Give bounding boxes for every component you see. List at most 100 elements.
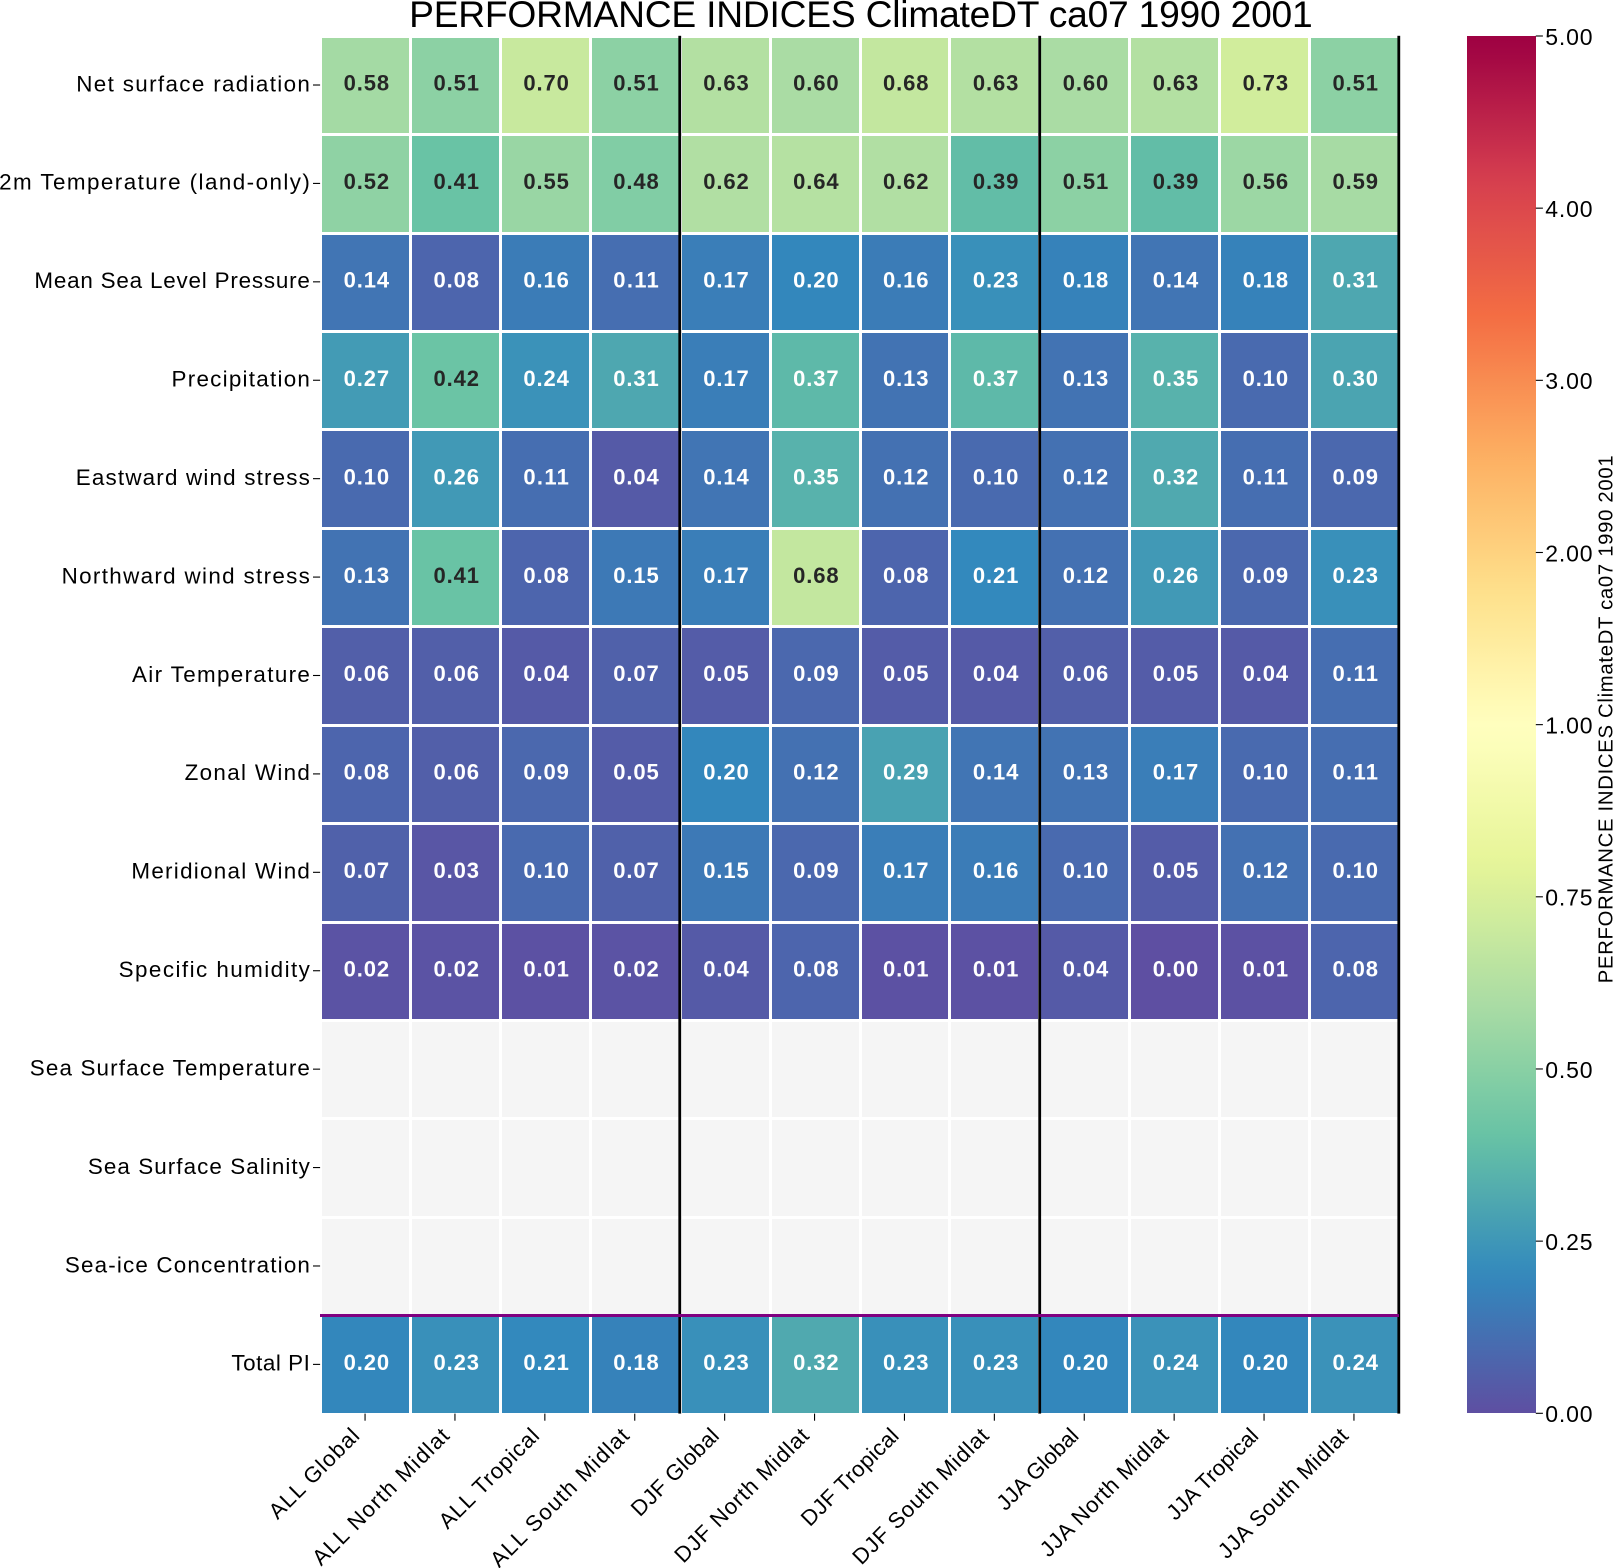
svg-text:0.51: 0.51 [434,71,480,96]
svg-text:0.10: 0.10 [1243,366,1289,391]
svg-text:0.01: 0.01 [973,956,1019,981]
svg-text:0.35: 0.35 [793,464,839,489]
svg-text:0.15: 0.15 [703,858,749,883]
svg-text:0.51: 0.51 [1063,169,1109,194]
svg-text:0.13: 0.13 [1063,366,1109,391]
svg-text:0.18: 0.18 [1063,268,1109,293]
svg-text:0.24: 0.24 [1333,1350,1379,1375]
svg-text:0.55: 0.55 [523,169,569,194]
svg-text:0.11: 0.11 [1243,464,1289,489]
svg-text:0.00: 0.00 [1153,956,1199,981]
svg-text:Net surface radiation: Net surface radiation [76,71,310,96]
svg-text:0.02: 0.02 [613,956,659,981]
svg-text:Air Temperature: Air Temperature [132,662,310,687]
svg-text:5.00: 5.00 [1545,24,1592,50]
svg-text:0.07: 0.07 [613,858,659,883]
svg-text:0.12: 0.12 [1063,464,1109,489]
svg-text:0.26: 0.26 [1153,563,1199,588]
svg-text:0.08: 0.08 [523,563,569,588]
svg-text:Sea Surface Salinity: Sea Surface Salinity [88,1154,311,1179]
svg-text:0.17: 0.17 [883,858,929,883]
svg-text:0.20: 0.20 [1243,1350,1289,1375]
svg-text:0.16: 0.16 [883,268,929,293]
svg-text:0.06: 0.06 [1063,661,1109,686]
svg-text:0.14: 0.14 [973,760,1019,785]
svg-text:0.13: 0.13 [1063,760,1109,785]
svg-text:0.09: 0.09 [793,858,839,883]
svg-text:0.04: 0.04 [1063,956,1109,981]
svg-text:0.62: 0.62 [703,169,749,194]
svg-text:0.05: 0.05 [613,760,659,785]
svg-text:0.09: 0.09 [793,661,839,686]
svg-text:0.18: 0.18 [613,1350,659,1375]
svg-text:2m Temperature (land-only): 2m Temperature (land-only) [0,170,310,195]
svg-text:Eastward wind stress: Eastward wind stress [76,465,310,490]
svg-text:0.18: 0.18 [1243,268,1289,293]
svg-text:0.00: 0.00 [1545,1401,1592,1427]
svg-text:0.08: 0.08 [434,268,480,293]
svg-text:0.24: 0.24 [1153,1350,1199,1375]
svg-text:0.14: 0.14 [703,464,749,489]
svg-text:Mean Sea Level Pressure: Mean Sea Level Pressure [34,268,310,293]
svg-text:0.31: 0.31 [613,366,659,391]
svg-text:0.75: 0.75 [1545,885,1592,911]
svg-text:0.23: 0.23 [973,268,1019,293]
svg-text:0.70: 0.70 [523,71,569,96]
svg-text:0.12: 0.12 [883,464,929,489]
svg-text:0.08: 0.08 [344,760,390,785]
svg-text:0.09: 0.09 [1333,464,1379,489]
svg-text:0.03: 0.03 [434,858,480,883]
svg-text:0.05: 0.05 [1153,661,1199,686]
svg-text:0.10: 0.10 [1333,858,1379,883]
svg-text:0.21: 0.21 [523,1350,569,1375]
svg-text:0.60: 0.60 [1063,71,1109,96]
svg-text:0.13: 0.13 [883,366,929,391]
svg-text:0.16: 0.16 [973,858,1019,883]
svg-text:0.02: 0.02 [344,956,390,981]
svg-text:0.64: 0.64 [793,169,839,194]
svg-text:0.60: 0.60 [793,71,839,96]
svg-text:0.20: 0.20 [344,1350,390,1375]
svg-text:0.48: 0.48 [613,169,659,194]
svg-text:0.68: 0.68 [793,563,839,588]
svg-text:Northward wind stress: Northward wind stress [62,563,310,588]
svg-text:Sea Surface Temperature: Sea Surface Temperature [30,1055,310,1080]
svg-text:0.17: 0.17 [703,563,749,588]
svg-text:0.08: 0.08 [793,956,839,981]
svg-text:Total PI: Total PI [231,1351,310,1376]
svg-text:0.12: 0.12 [1243,858,1289,883]
svg-text:0.10: 0.10 [344,464,390,489]
svg-text:0.04: 0.04 [613,464,659,489]
svg-text:0.23: 0.23 [973,1350,1019,1375]
svg-text:0.01: 0.01 [1243,956,1289,981]
svg-text:0.17: 0.17 [703,268,749,293]
svg-text:0.17: 0.17 [1153,760,1199,785]
svg-text:0.39: 0.39 [1153,169,1199,194]
svg-text:0.09: 0.09 [1243,563,1289,588]
svg-text:0.35: 0.35 [1153,366,1199,391]
svg-text:1.00: 1.00 [1545,713,1592,739]
svg-text:0.05: 0.05 [883,661,929,686]
svg-text:0.62: 0.62 [883,169,929,194]
svg-text:0.11: 0.11 [1333,661,1379,686]
svg-text:0.11: 0.11 [613,268,659,293]
svg-text:0.37: 0.37 [793,366,839,391]
svg-text:0.23: 0.23 [703,1350,749,1375]
svg-text:0.41: 0.41 [434,169,480,194]
svg-text:0.04: 0.04 [703,956,749,981]
svg-text:3.00: 3.00 [1545,368,1592,394]
svg-text:0.05: 0.05 [1153,858,1199,883]
svg-text:0.04: 0.04 [1243,661,1289,686]
svg-text:0.01: 0.01 [523,956,569,981]
svg-text:0.23: 0.23 [1333,563,1379,588]
svg-text:0.15: 0.15 [613,563,659,588]
svg-text:0.32: 0.32 [1153,464,1199,489]
svg-text:0.24: 0.24 [523,366,569,391]
svg-text:0.14: 0.14 [1153,268,1199,293]
svg-text:0.10: 0.10 [973,464,1019,489]
svg-text:0.51: 0.51 [1333,71,1379,96]
svg-text:PERFORMANCE INDICES ClimateDT: PERFORMANCE INDICES ClimateDT ca07 1990 … [1595,455,1614,983]
svg-text:0.23: 0.23 [434,1350,480,1375]
svg-text:0.21: 0.21 [973,563,1019,588]
svg-text:0.56: 0.56 [1243,169,1289,194]
